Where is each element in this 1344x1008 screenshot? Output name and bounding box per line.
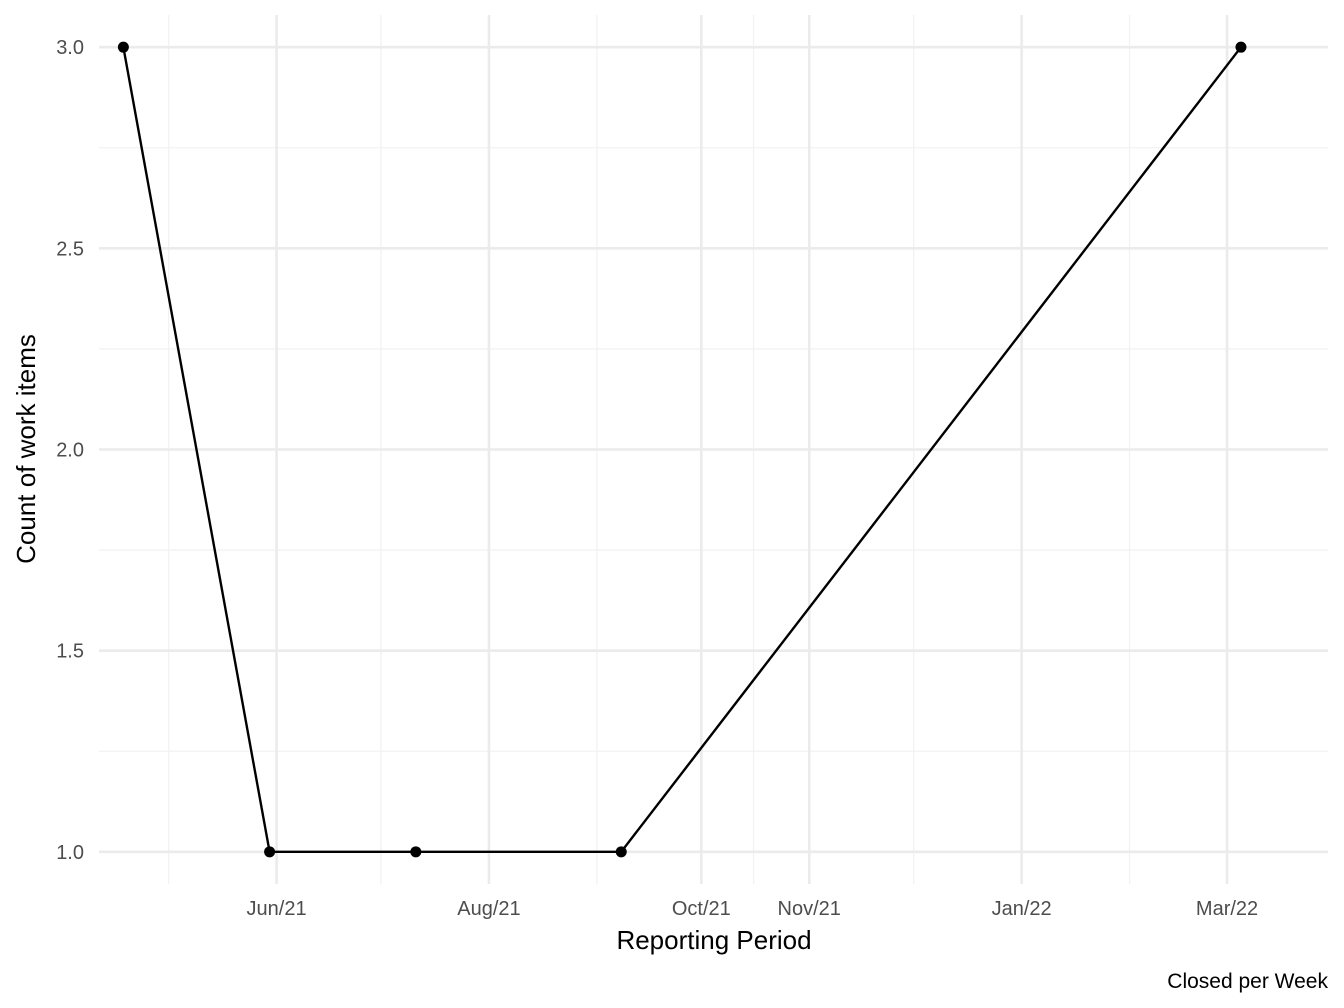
series-layer [117, 41, 1247, 858]
data-point [615, 846, 627, 858]
y-tick-label: 2.5 [56, 238, 84, 260]
y-tick-label: 1.0 [56, 842, 84, 864]
data-point [117, 41, 129, 53]
y-tick-label: 2.0 [56, 440, 84, 462]
x-axis-title: Reporting Period [616, 925, 811, 955]
data-point [410, 846, 422, 858]
x-tick-label: Jun/21 [247, 898, 307, 920]
x-tick-label: Nov/21 [778, 898, 841, 920]
major-gridlines [99, 15, 1328, 884]
data-point [264, 846, 276, 858]
x-tick-label: Aug/21 [457, 898, 520, 920]
data-point [1235, 41, 1247, 53]
y-tick-labels: 1.0 1.5 2.0 2.5 3.0 [56, 37, 84, 864]
y-axis-title: Count of work items [11, 334, 41, 564]
y-tick-label: 3.0 [56, 37, 84, 59]
x-tick-label: Oct/21 [672, 898, 731, 920]
y-tick-label: 1.5 [56, 641, 84, 663]
x-tick-label: Mar/22 [1196, 898, 1258, 920]
chart-caption: Closed per Week [1167, 970, 1328, 993]
x-tick-label: Jan/22 [992, 898, 1052, 920]
x-tick-labels: Jun/21 Aug/21 Oct/21 Nov/21 Jan/22 Mar/22 [247, 898, 1259, 920]
